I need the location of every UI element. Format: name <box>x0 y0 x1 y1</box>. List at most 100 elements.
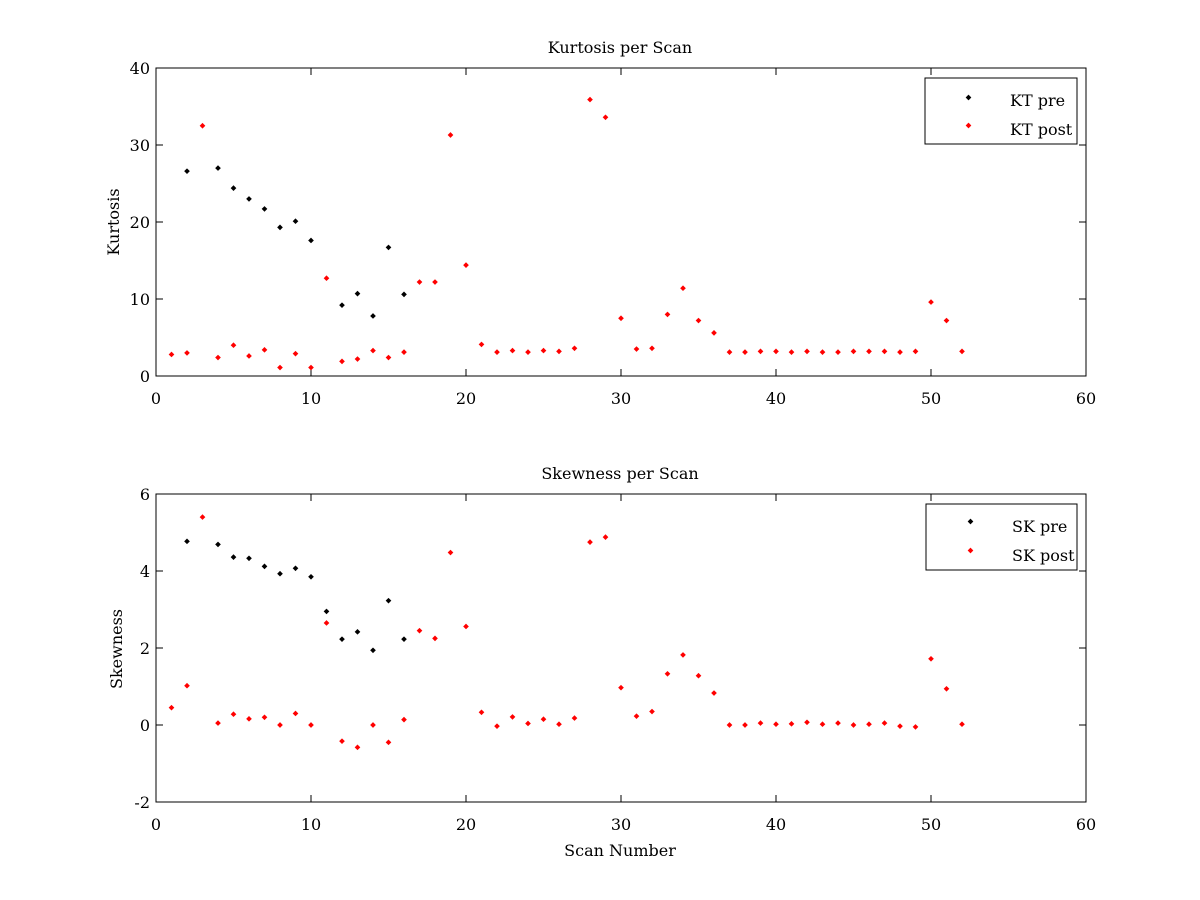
skewness-post-point <box>432 635 438 642</box>
skewness-y-tick-label: 2 <box>140 639 150 658</box>
skewness-y-axis-label: Skewness <box>107 609 126 689</box>
kurtosis-post-point <box>835 349 841 355</box>
skewness-post-point <box>726 722 733 728</box>
skewness-post-point <box>509 714 516 720</box>
skewness-post-point <box>773 721 779 728</box>
kurtosis-post-point <box>277 364 283 371</box>
skewness-post-point <box>897 723 903 729</box>
skewness-post-point <box>401 716 407 723</box>
kurtosis-post-point <box>695 317 702 324</box>
skewness-post-point <box>959 721 965 728</box>
kurtosis-legend-pre-marker <box>965 94 972 101</box>
skewness-legend-post-label: SK post <box>1012 546 1075 565</box>
kurtosis-post-point <box>416 279 423 285</box>
kurtosis-title: Kurtosis per Scan <box>548 38 692 57</box>
kurtosis-pre-point <box>215 165 221 171</box>
kurtosis-post-point <box>866 348 872 355</box>
skewness-post-point <box>370 722 376 728</box>
skewness-post-point <box>664 670 671 677</box>
kurtosis-post-point <box>308 364 314 371</box>
skewness-post-point <box>618 684 624 691</box>
kurtosis-pre-point <box>292 218 299 225</box>
skewness-pre-point <box>246 555 252 562</box>
kurtosis-post-point <box>773 348 779 355</box>
skewness-post-point <box>804 719 810 726</box>
kurtosis-post-point <box>602 114 609 121</box>
skewness-post-point <box>168 704 175 711</box>
skewness-pre-point <box>230 554 237 560</box>
skewness-x-axis-label: Scan Number <box>564 841 676 860</box>
kurtosis-pre-point <box>354 290 361 297</box>
skewness-post-point <box>943 685 950 692</box>
kurtosis-post-point <box>339 358 345 365</box>
kurtosis-post-point <box>804 348 810 355</box>
kurtosis-post-point <box>788 349 795 355</box>
kurtosis-post-point <box>432 279 438 285</box>
skewness-pre-point <box>308 573 314 580</box>
skewness-pre-point <box>215 541 221 548</box>
skewness-x-tick-label: 0 <box>151 815 161 834</box>
skewness-post-point <box>277 722 283 728</box>
skewness-post-point <box>308 722 314 728</box>
skewness-pre-point <box>354 629 361 635</box>
skewness-post-point <box>184 682 190 689</box>
kurtosis-post-point <box>680 285 686 292</box>
kurtosis-x-tick-label: 50 <box>921 389 941 408</box>
skewness-x-tick-label: 40 <box>766 815 786 834</box>
kurtosis-x-tick-label: 40 <box>766 389 786 408</box>
kurtosis-post-point <box>385 354 392 361</box>
skewness-post-point <box>463 623 469 630</box>
kurtosis-post-point <box>494 349 500 355</box>
skewness-post-point <box>540 716 547 723</box>
kurtosis-post-point <box>184 350 190 356</box>
kurtosis-points <box>168 96 965 371</box>
skewness-x-tick-label: 60 <box>1076 815 1096 834</box>
kurtosis-post-point <box>478 341 485 348</box>
kurtosis-post-point <box>401 349 407 355</box>
skewness-post-point <box>323 620 330 626</box>
skewness-post-point <box>835 720 841 726</box>
skewness-post-point <box>757 720 764 726</box>
skewness-post-point <box>292 710 299 717</box>
kurtosis-pre-point <box>308 237 314 244</box>
kurtosis-post-point <box>943 317 950 324</box>
skewness-y-tick-label: 4 <box>140 562 150 581</box>
kurtosis-post-point <box>230 342 237 349</box>
kurtosis-legend-post-marker <box>965 122 972 129</box>
skewness-post-point <box>571 715 578 721</box>
skewness-x-tick-label: 50 <box>921 815 941 834</box>
skewness-pre-point <box>339 636 345 642</box>
skewness-y-tick-label: -2 <box>134 793 150 812</box>
skewness-post-point <box>866 721 872 728</box>
skewness-post-point <box>215 720 221 726</box>
kurtosis-x-tick-label: 0 <box>151 389 161 408</box>
kurtosis-post-point <box>819 349 826 355</box>
skewness-post-point <box>680 652 686 658</box>
skewness-post-point <box>633 713 640 719</box>
kurtosis-pre-point <box>339 302 345 308</box>
kurtosis-post-point <box>711 330 717 336</box>
kurtosis-legend-pre-label: KT pre <box>1010 91 1065 110</box>
kurtosis-y-tick-label: 20 <box>130 213 150 232</box>
skewness-y-tick-label: 6 <box>140 485 150 504</box>
kurtosis-post-point <box>587 96 593 103</box>
skewness-pre-point <box>370 647 376 654</box>
skewness-post-point <box>339 738 345 744</box>
skewness-legend: SK pre SK post <box>925 503 1078 571</box>
skewness-post-point <box>602 534 609 540</box>
skewness-pre-point <box>401 636 407 642</box>
kurtosis-y-tick-label: 10 <box>130 290 150 309</box>
kurtosis-legend-post-label: KT post <box>1010 120 1073 139</box>
skewness-pre-point <box>184 538 190 545</box>
kurtosis-post-point <box>540 347 547 354</box>
skewness-post-point <box>587 539 593 545</box>
kurtosis-pre-point <box>230 185 237 191</box>
skewness-post-point <box>494 723 500 729</box>
kurtosis-post-point <box>354 356 361 362</box>
skewness-post-point <box>199 514 206 520</box>
skewness-x-tick-label: 10 <box>301 815 321 834</box>
kurtosis-post-point <box>850 348 857 355</box>
